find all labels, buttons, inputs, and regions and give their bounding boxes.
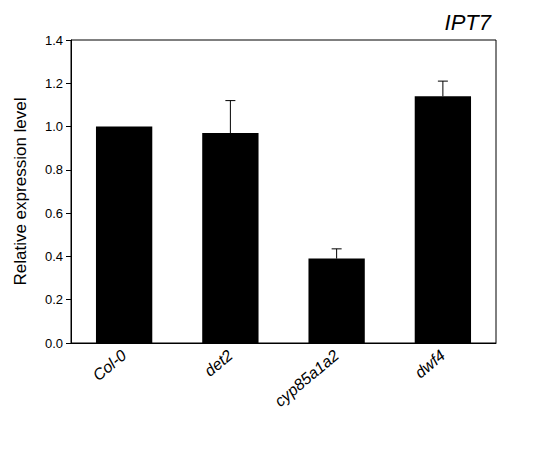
svg-text:0.4: 0.4 [45,249,63,264]
svg-text:det2: det2 [201,346,236,379]
svg-text:0.2: 0.2 [45,292,63,307]
svg-text:1.2: 1.2 [45,76,63,91]
svg-text:IPT7: IPT7 [445,10,492,35]
svg-text:0.0: 0.0 [45,336,63,351]
svg-text:Col-0: Col-0 [89,346,129,384]
svg-text:Relative expression level: Relative expression level [11,97,30,285]
svg-text:0.8: 0.8 [45,162,63,177]
svg-text:1.0: 1.0 [45,119,63,134]
svg-text:cyp85a1a2: cyp85a1a2 [271,346,342,409]
svg-text:0.6: 0.6 [45,206,63,221]
svg-text:1.4: 1.4 [45,33,63,48]
svg-text:dwf4: dwf4 [412,346,449,381]
